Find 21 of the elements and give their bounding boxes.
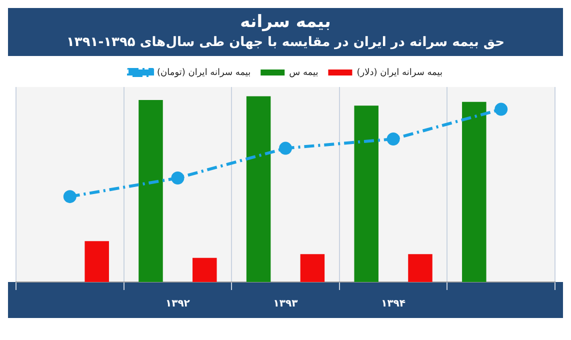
bar <box>462 102 486 282</box>
legend-label: بیمه سرانه ایران (تومان) <box>157 68 251 78</box>
chart-title: بیمه سرانه <box>239 12 332 32</box>
x-tick-label: ۱۳۹۳ <box>273 298 298 310</box>
point <box>279 142 292 155</box>
point <box>63 190 76 204</box>
bar <box>192 258 217 282</box>
chart-subtitle: حق بیمه سرانه در ایران در مقایسه با جهان طی سال‌های ۱۳۹۵-۱۳۹۱ <box>65 35 506 50</box>
bar <box>84 241 109 282</box>
bar <box>138 100 163 282</box>
point <box>386 132 400 146</box>
legend-label: بیمه سرانه ایران (دلار) <box>356 68 442 78</box>
bar <box>354 106 378 282</box>
bar <box>246 96 271 282</box>
bar <box>408 254 432 282</box>
x-tick-label: ۱۳۹۲ <box>165 298 190 310</box>
legend-label: بیمه س <box>289 68 318 78</box>
x-tick-label: ۱۳۹۴ <box>381 298 406 310</box>
point <box>171 172 184 184</box>
point <box>494 102 508 116</box>
bar <box>300 254 325 282</box>
